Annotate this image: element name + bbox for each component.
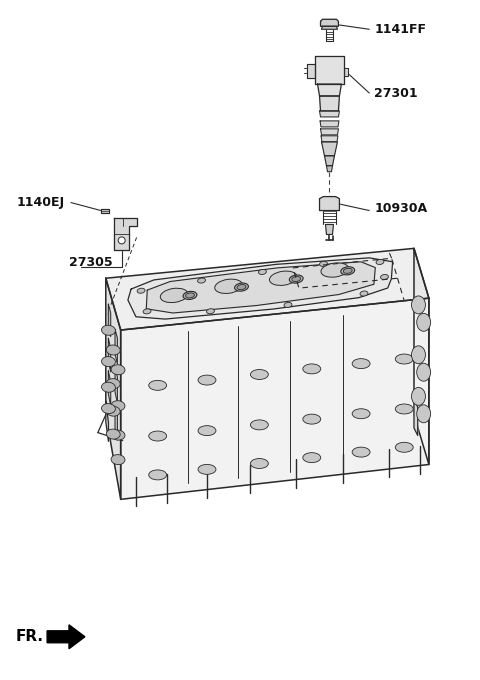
Ellipse shape: [411, 296, 425, 314]
Ellipse shape: [160, 288, 188, 303]
Ellipse shape: [149, 470, 167, 480]
Ellipse shape: [215, 279, 242, 294]
Ellipse shape: [118, 237, 125, 244]
Ellipse shape: [292, 277, 300, 282]
Ellipse shape: [396, 442, 413, 452]
Ellipse shape: [149, 431, 167, 441]
Ellipse shape: [411, 388, 425, 405]
Ellipse shape: [106, 429, 120, 439]
Ellipse shape: [396, 354, 413, 364]
Polygon shape: [106, 248, 429, 330]
Polygon shape: [344, 68, 348, 76]
Polygon shape: [321, 129, 338, 135]
Polygon shape: [324, 156, 335, 166]
Polygon shape: [320, 121, 339, 127]
Text: 1140EJ: 1140EJ: [16, 196, 64, 209]
Ellipse shape: [320, 261, 327, 267]
Ellipse shape: [106, 345, 120, 355]
Polygon shape: [321, 136, 338, 142]
Ellipse shape: [106, 406, 120, 416]
Ellipse shape: [381, 275, 388, 279]
Ellipse shape: [352, 447, 370, 457]
Ellipse shape: [303, 364, 321, 374]
Ellipse shape: [198, 426, 216, 436]
Polygon shape: [325, 224, 334, 235]
Polygon shape: [115, 329, 118, 364]
Ellipse shape: [341, 267, 355, 275]
Polygon shape: [108, 371, 111, 406]
Ellipse shape: [284, 303, 292, 307]
Polygon shape: [120, 298, 429, 499]
Ellipse shape: [417, 405, 431, 423]
Ellipse shape: [198, 278, 205, 283]
Polygon shape: [101, 209, 109, 213]
Polygon shape: [414, 248, 429, 464]
Ellipse shape: [235, 283, 249, 291]
Ellipse shape: [198, 375, 216, 385]
Ellipse shape: [376, 260, 384, 265]
Polygon shape: [128, 258, 393, 319]
Ellipse shape: [251, 458, 268, 469]
Polygon shape: [47, 625, 85, 649]
Polygon shape: [108, 304, 111, 337]
Ellipse shape: [137, 288, 145, 293]
Ellipse shape: [237, 284, 246, 290]
Ellipse shape: [143, 309, 151, 314]
Ellipse shape: [411, 346, 425, 364]
Polygon shape: [414, 398, 418, 435]
Text: FR.: FR.: [15, 629, 43, 644]
Text: 10930A: 10930A: [374, 202, 427, 215]
Polygon shape: [307, 64, 314, 78]
Text: 1141FF: 1141FF: [374, 22, 426, 36]
Ellipse shape: [111, 401, 125, 411]
Ellipse shape: [149, 380, 167, 390]
Ellipse shape: [251, 420, 268, 430]
Ellipse shape: [101, 404, 115, 413]
Ellipse shape: [111, 455, 125, 464]
Polygon shape: [322, 142, 337, 156]
Ellipse shape: [258, 269, 266, 275]
Text: 27305: 27305: [69, 256, 113, 269]
Polygon shape: [115, 403, 118, 440]
Ellipse shape: [101, 382, 115, 392]
Ellipse shape: [352, 358, 370, 369]
Ellipse shape: [198, 464, 216, 475]
Polygon shape: [114, 218, 137, 250]
Ellipse shape: [106, 379, 120, 389]
Polygon shape: [108, 338, 111, 372]
Ellipse shape: [206, 309, 215, 313]
Polygon shape: [320, 111, 339, 117]
Ellipse shape: [360, 291, 368, 296]
Ellipse shape: [417, 313, 431, 331]
Polygon shape: [322, 27, 337, 29]
Polygon shape: [314, 56, 344, 84]
Ellipse shape: [352, 409, 370, 419]
Ellipse shape: [269, 271, 297, 286]
Ellipse shape: [303, 453, 321, 462]
Ellipse shape: [343, 269, 352, 273]
Ellipse shape: [251, 369, 268, 379]
Ellipse shape: [321, 263, 348, 277]
Ellipse shape: [417, 363, 431, 381]
Ellipse shape: [396, 404, 413, 414]
Text: 27301: 27301: [374, 86, 418, 99]
Ellipse shape: [111, 364, 125, 375]
Ellipse shape: [111, 430, 125, 440]
Polygon shape: [326, 166, 333, 171]
Polygon shape: [106, 401, 108, 441]
Ellipse shape: [303, 414, 321, 424]
Polygon shape: [321, 19, 338, 27]
Polygon shape: [320, 197, 339, 211]
Polygon shape: [146, 262, 375, 313]
Polygon shape: [320, 96, 339, 111]
Ellipse shape: [186, 293, 194, 298]
Ellipse shape: [183, 291, 197, 299]
Polygon shape: [106, 278, 120, 499]
Ellipse shape: [289, 275, 303, 283]
Polygon shape: [318, 84, 341, 96]
Ellipse shape: [101, 325, 115, 335]
Polygon shape: [115, 367, 118, 403]
Ellipse shape: [101, 356, 115, 367]
